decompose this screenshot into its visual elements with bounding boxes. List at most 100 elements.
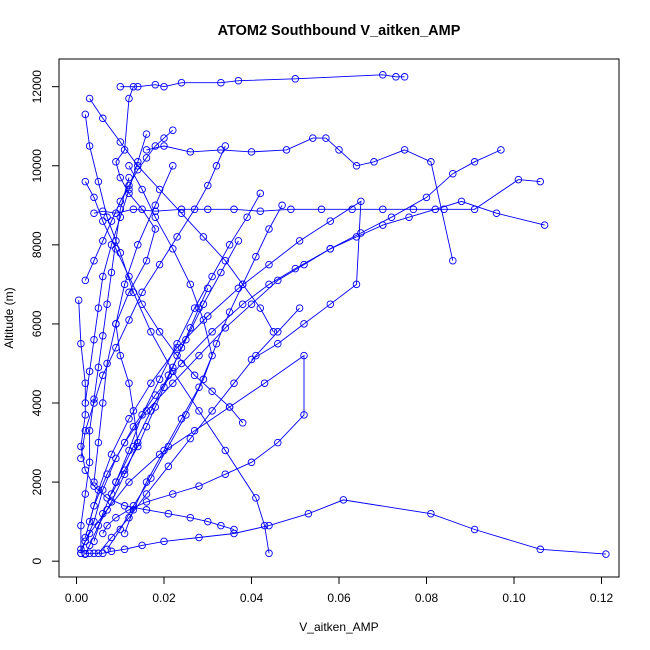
- data-point: [77, 442, 85, 451]
- data-point: [252, 351, 260, 360]
- data-point: [169, 490, 177, 498]
- data-point: [186, 280, 195, 289]
- data-point: [85, 426, 94, 435]
- data-point: [190, 304, 199, 312]
- data-point: [142, 256, 151, 265]
- data-point: [190, 205, 199, 214]
- data-point: [300, 351, 308, 360]
- data-point: [256, 207, 265, 215]
- data-point: [147, 328, 155, 336]
- data-point: [151, 403, 160, 411]
- data-point: [173, 339, 181, 348]
- data-point: [164, 509, 173, 518]
- data-point: [120, 502, 129, 510]
- series-line: [120, 74, 405, 88]
- data-point: [431, 205, 440, 214]
- data-point: [208, 272, 216, 281]
- data-point: [449, 256, 457, 265]
- data-point: [291, 264, 300, 273]
- data-point: [94, 486, 103, 494]
- data-point: [217, 521, 225, 530]
- data-point: [99, 529, 107, 538]
- data-point: [326, 217, 335, 225]
- data-point: [195, 383, 203, 391]
- data-point: [125, 173, 133, 182]
- series-line: [80, 177, 130, 554]
- y-tick-label: 10000: [30, 149, 44, 183]
- data-point: [99, 549, 107, 558]
- data-point: [120, 438, 129, 447]
- data-point: [536, 177, 545, 186]
- data-point: [90, 549, 98, 558]
- data-point: [204, 517, 212, 526]
- data-point: [142, 422, 151, 431]
- data-point: [164, 371, 173, 380]
- data-point: [94, 304, 103, 312]
- x-tick-label: 0.00: [65, 591, 89, 605]
- series-line: [78, 300, 235, 530]
- data-point: [252, 494, 260, 502]
- data-point: [94, 549, 103, 558]
- data-point: [234, 76, 243, 85]
- data-point: [81, 537, 90, 546]
- data-point: [107, 241, 116, 249]
- data-point: [379, 71, 387, 79]
- data-point: [94, 363, 103, 372]
- data-point: [116, 173, 125, 182]
- data-point: [238, 300, 247, 308]
- series-line: [106, 205, 283, 550]
- data-point: [160, 383, 168, 391]
- y-tick-label: 4000: [30, 389, 44, 416]
- data-point: [169, 162, 177, 170]
- data-point: [225, 241, 234, 249]
- data-point: [225, 403, 234, 411]
- data-point: [99, 509, 107, 518]
- series-20: [77, 173, 133, 558]
- series-line: [93, 179, 541, 214]
- series-line: [111, 288, 209, 495]
- data-point: [221, 470, 230, 478]
- x-tick-label: 0.12: [590, 591, 614, 605]
- data-point: [247, 300, 256, 308]
- data-point: [125, 316, 133, 324]
- data-point: [335, 146, 343, 154]
- data-point: [317, 205, 326, 214]
- series-5: [90, 175, 545, 217]
- series-line: [84, 499, 606, 555]
- data-point: [300, 260, 308, 269]
- data-point: [125, 379, 133, 387]
- data-point: [379, 205, 387, 214]
- data-point: [199, 316, 208, 324]
- data-point: [142, 478, 151, 486]
- data-point: [125, 415, 133, 423]
- data-point: [107, 217, 116, 225]
- data-point: [274, 276, 282, 285]
- data-point: [90, 482, 98, 490]
- data-point: [107, 547, 116, 556]
- data-point: [129, 288, 138, 297]
- data-point: [99, 237, 107, 245]
- data-point: [195, 407, 203, 415]
- data-point: [160, 537, 168, 546]
- data-point: [265, 280, 273, 289]
- data-point: [427, 158, 435, 166]
- data-point: [120, 146, 129, 154]
- data-point: [169, 126, 177, 134]
- data-point: [379, 221, 387, 229]
- data-point: [77, 339, 85, 348]
- data-point: [112, 513, 120, 522]
- data-point: [514, 175, 523, 184]
- data-point: [107, 490, 116, 498]
- data-point: [339, 496, 348, 504]
- data-point: [221, 446, 230, 455]
- data-point: [138, 541, 146, 550]
- data-point: [492, 209, 501, 217]
- data-point: [247, 355, 256, 364]
- data-point: [260, 379, 269, 387]
- series-line: [84, 200, 545, 538]
- series-line: [84, 181, 244, 424]
- data-point: [134, 241, 142, 249]
- data-point: [225, 308, 234, 316]
- data-point: [230, 525, 238, 534]
